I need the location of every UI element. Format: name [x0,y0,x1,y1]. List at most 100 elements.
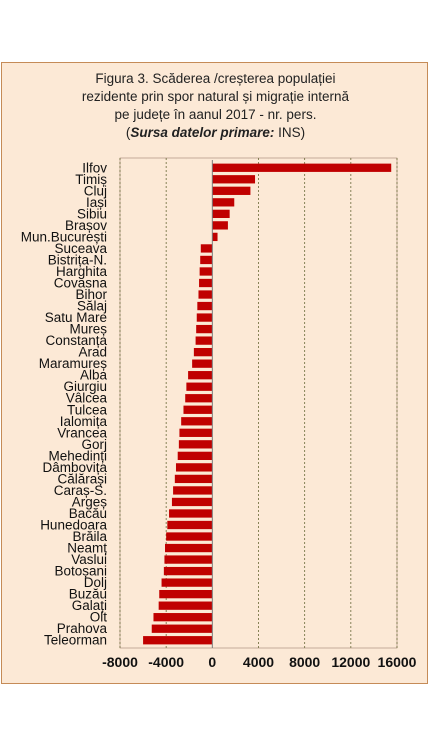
bar-30 [169,509,213,518]
chart-title: Figura 3. Scăderea /creșterea populației… [0,70,431,142]
bar-7 [200,244,213,253]
tick-label-5: 12000 [331,654,370,670]
bar-3 [212,198,235,207]
bar-41 [143,636,213,645]
category-label-33: Neamț [67,541,107,556]
bar-10 [199,278,213,288]
bar-35 [163,566,213,576]
bar-27 [174,474,213,484]
category-label-17: Maramureș [39,356,108,371]
category-label-1: Timiș [75,172,107,187]
tick-label-4: 8000 [289,654,320,670]
bar-20 [185,394,213,403]
category-label-27: Călărași [57,471,107,486]
category-labels: IlfovTimișClujIașiSibiuBrașovMun.Bucureș… [21,160,108,647]
category-label-19: Giurgiu [63,379,107,394]
tick-label-2: 0 [208,654,216,670]
tick-label-3: 4000 [243,654,274,670]
category-label-23: Vrancea [57,425,107,440]
category-label-40: Prahova [57,621,108,636]
bar-1 [212,175,256,184]
source-note: (Sursa datelor primare: INS) [0,124,431,142]
category-label-28: Caraș-S. [54,483,107,498]
category-label-4: Sibiu [77,206,107,221]
bar-36 [161,578,213,587]
category-label-30: Bacău [69,506,107,521]
category-label-36: Dolj [84,575,107,590]
category-label-37: Buzău [69,587,107,602]
category-label-6: Mun.București [21,229,107,244]
category-label-7: Suceava [54,241,107,256]
tick-label-6: 16000 [378,654,417,670]
category-label-31: Hunedoara [40,518,107,533]
bar-26 [175,463,213,472]
tick-label-0: -8000 [102,654,138,670]
bar-8 [200,255,213,265]
bar-24 [178,440,213,449]
bar-34 [164,555,213,564]
source-open: ( [125,125,131,140]
bar-12 [197,301,213,311]
source-label: Sursa datelor primare: [130,125,275,140]
category-label-9: Harghita [56,264,108,279]
category-label-32: Brăila [72,529,107,544]
tick-label-1: -4000 [148,654,184,670]
category-label-39: Olt [90,610,108,625]
category-label-15: Constanța [45,333,107,348]
category-label-29: Argeș [72,494,108,509]
gridlines [119,158,398,648]
bar-0 [212,163,392,172]
bar-2 [212,186,251,195]
bar-37 [159,589,213,599]
bar-18 [188,371,213,380]
category-label-12: Sălaj [77,299,107,314]
bar-32 [166,532,213,541]
category-label-14: Mureș [69,322,107,337]
title-line-2: rezidente prin spor natural și migrație … [81,89,350,104]
bar-25 [177,451,213,461]
category-label-8: Bistrița-N. [48,252,107,267]
title-line-1: Figura 3. Scăderea /creșterea populației [95,71,336,86]
category-label-25: Mehedinți [48,448,107,463]
category-label-11: Bihor [75,287,107,302]
bar-5 [212,221,228,230]
category-label-18: Alba [80,368,108,383]
category-label-21: Tulcea [67,402,108,417]
category-label-3: Iași [86,195,107,210]
category-label-0: Ilfov [82,160,107,175]
bar-9 [199,267,213,276]
bar-15 [195,336,213,345]
bar-29 [171,497,213,507]
bar-6 [212,232,218,242]
bar-19 [186,382,213,391]
category-label-22: Ialomița [60,414,108,429]
bar-23 [179,428,213,437]
category-label-24: Gorj [81,437,107,452]
bars [143,163,392,645]
bar-28 [173,486,213,495]
title-line-3: pe județe în aanul 2017 - nr. pers. [114,107,317,122]
bar-11 [198,290,213,299]
bar-39 [153,613,213,622]
source-value: INS) [274,125,306,140]
bar-22 [181,417,213,426]
category-label-13: Satu Mare [45,310,107,325]
category-label-5: Brașov [65,218,107,233]
category-label-26: Dâmbovița [42,460,107,475]
bar-21 [183,405,213,414]
category-label-2: Cluj [84,183,107,198]
tick-labels: -8000 -4000 0 4000 8000 12000 16000 [102,654,417,670]
category-label-16: Arad [78,345,107,360]
category-label-35: Botoșani [54,564,107,579]
bar-31 [167,520,213,530]
bar-13 [196,313,213,322]
bar-14 [196,324,213,334]
bar-4 [212,209,230,219]
category-label-34: Vaslui [71,552,107,567]
category-label-41: Teleorman [44,633,107,648]
bar-33 [165,543,213,553]
category-label-20: Vâlcea [66,391,108,406]
bar-38 [158,601,213,610]
bar-40 [151,624,213,633]
